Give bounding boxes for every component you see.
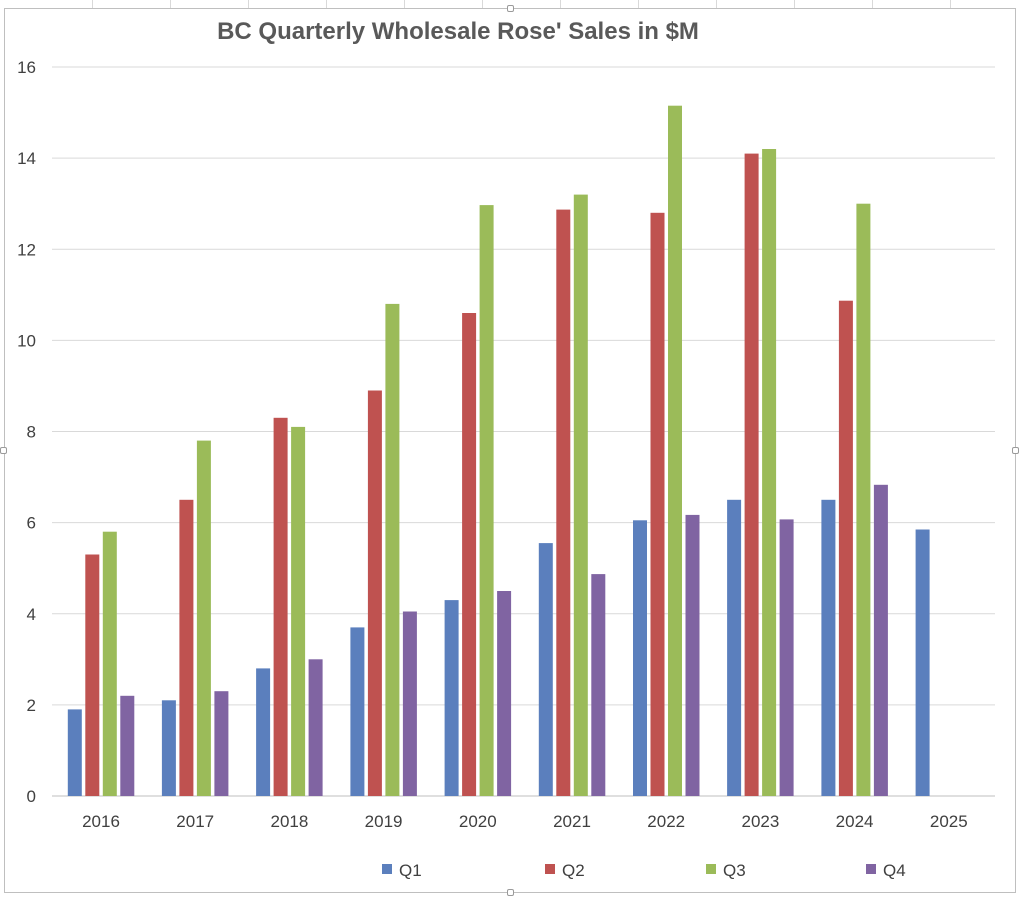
legend-label-q2: Q2 [562,861,585,880]
legend-swatch-q2 [545,864,555,874]
sheet-column-line [950,0,951,8]
y-tick-label: 14 [17,149,36,168]
legend-swatch-q3 [706,864,716,874]
x-tick-label: 2023 [741,812,779,831]
bar-q1-2019 [350,627,365,796]
bar-q3-2018 [291,426,306,796]
bar-q1-2023 [727,499,742,796]
bar-q3-2024 [856,203,871,796]
bar-q3-2016 [102,531,117,796]
sheet-column-line [326,0,327,8]
legend-swatch-q4 [866,864,876,874]
bar-q1-2024 [821,499,836,796]
sheet-column-line [404,0,405,8]
legend-label-q4: Q4 [883,861,906,880]
x-axis-ticks: 2016 2017 2018 2019 2020 2021 2022 2023 2024 2025 [82,812,968,831]
sheet-column-line [794,0,795,8]
sheet-column-line [872,0,873,8]
chart-title: BC Quarterly Wholesale Rose' Sales in $M [217,18,699,45]
bar-q4-2024 [873,484,888,796]
bar-q4-2016 [120,695,135,796]
bars [67,105,930,797]
bar-q1-2020 [444,600,459,796]
x-tick-label: 2022 [647,812,685,831]
x-tick-label: 2024 [836,812,874,831]
bar-q2-2017 [179,499,194,796]
bar-q2-2019 [367,390,382,796]
sheet-column-line [716,0,717,8]
sheet-column-line [560,0,561,8]
bar-q4-2023 [779,519,794,796]
legend-label-q3: Q3 [723,861,746,880]
y-tick-label: 4 [27,605,36,624]
resize-handle-bottom[interactable] [507,889,514,896]
bar-q1-2025 [915,529,930,796]
gridlines [52,66,995,797]
x-tick-label: 2021 [553,812,591,831]
bar-q2-2022 [650,212,665,797]
sheet-column-line [638,0,639,8]
bar-q4-2019 [402,611,417,796]
y-axis-ticks: 0 2 4 6 8 10 12 14 16 [17,58,36,806]
x-tick-label: 2018 [270,812,308,831]
sheet-column-line [92,0,93,8]
y-tick-label: 8 [27,423,36,442]
bar-q2-2018 [273,417,288,796]
bar-q4-2021 [591,574,606,796]
bar-q1-2021 [538,543,553,796]
sheet-column-line [170,0,171,8]
resize-handle-left[interactable] [0,447,7,454]
bar-q3-2022 [668,105,682,796]
x-tick-label: 2019 [365,812,403,831]
y-tick-label: 16 [17,58,36,77]
x-tick-label: 2016 [82,812,120,831]
y-tick-label: 0 [27,787,36,806]
y-tick-label: 12 [17,240,36,259]
bar-q3-2021 [573,194,588,797]
y-tick-label: 6 [27,514,36,533]
bar-q3-2019 [385,303,400,796]
sheet-column-line [482,0,483,8]
legend-label-q1: Q1 [399,861,422,880]
legend-swatch-q1 [382,864,392,874]
resize-handle-right[interactable] [1012,447,1019,454]
bar-q4-2020 [497,591,512,796]
x-tick-label: 2025 [930,812,968,831]
bar-q2-2016 [85,554,100,796]
bar-q2-2020 [462,313,477,796]
bar-q2-2024 [838,300,853,796]
y-tick-label: 10 [17,331,36,350]
bar-q1-2016 [67,709,82,796]
bar-q3-2023 [762,149,777,796]
x-tick-label: 2017 [176,812,214,831]
resize-handle-top[interactable] [507,5,514,12]
bar-q2-2023 [744,153,759,797]
x-tick-label: 2020 [459,812,497,831]
bar-q1-2022 [633,520,647,796]
bar-q4-2018 [308,659,323,796]
bar-q3-2017 [196,440,211,796]
bar-q4-2017 [214,691,229,796]
bar-q4-2022 [685,514,700,796]
bar-q1-2017 [161,700,176,796]
bar-q3-2020 [479,205,494,797]
sheet-column-line [248,0,249,8]
bar-q1-2018 [256,668,271,796]
y-tick-label: 2 [27,696,36,715]
bar-q2-2021 [556,209,571,797]
legend: Q1 Q2 Q3 Q4 [382,861,906,880]
